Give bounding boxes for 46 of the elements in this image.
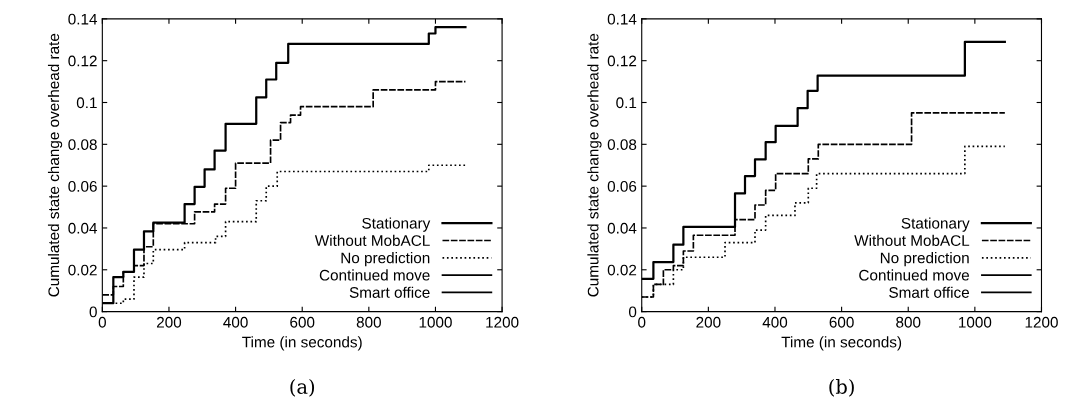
y-tick-label: 0.08 (68, 139, 97, 151)
x-tick-label: 1200 (1025, 316, 1058, 328)
y-tick-label: 0.06 (607, 181, 637, 192)
x-tick-label: 200 (696, 316, 721, 328)
x-tick-label: 600 (290, 316, 315, 328)
y-tick-label: 0.12 (607, 55, 637, 67)
legend-label: No prediction (341, 252, 430, 267)
x-tick-label: 800 (356, 316, 381, 328)
x-tick-label: 600 (829, 316, 854, 328)
legend-label: Without MobACL (314, 234, 430, 246)
legend-label: Without MobACL (854, 234, 970, 246)
y-tick-label: 0.12 (68, 55, 97, 67)
x-tick-label: 1000 (959, 316, 992, 328)
y-tick-label: 0.14 (607, 13, 637, 25)
text: (b) (829, 378, 854, 397)
x-tick-label: 200 (156, 316, 182, 328)
y-tick-label: 0.14 (68, 13, 98, 25)
y-tick-label: 0 (628, 306, 637, 318)
y-axis-title: Cumulated state change overhead rate (47, 33, 63, 297)
y-tick-label: 0.04 (68, 222, 98, 234)
x-tick-label: 0 (98, 316, 106, 328)
x-tick-label: 800 (896, 316, 921, 328)
x-tick-label: 0 (638, 316, 646, 328)
y-tick-label: 0 (89, 306, 97, 318)
x-tick-label: 1000 (419, 316, 452, 328)
y-tick-label: 0.1 (616, 97, 637, 109)
text: (a) (290, 378, 315, 397)
legend-label: No prediction (880, 252, 969, 267)
legend-label: Continued move (859, 269, 970, 281)
y-tick-label: 0.06 (68, 181, 97, 192)
y-tick-label: 0.02 (68, 264, 97, 276)
x-axis-title: Time (in seconds) (242, 336, 362, 351)
y-tick-label: 0.04 (607, 222, 637, 234)
y-tick-label: 0.02 (607, 264, 637, 276)
x-tick-label: 1200 (486, 316, 519, 328)
legend-label: Stationary (362, 217, 431, 232)
legend-label: Smart office (889, 286, 969, 298)
legend-label: Smart office (349, 286, 430, 298)
y-tick-label: 0.08 (607, 139, 637, 151)
y-tick-label: 0.1 (76, 97, 97, 109)
legend-label: Continued move (319, 269, 430, 281)
legend-label: Stationary (901, 217, 970, 232)
x-axis-title: Time (in seconds) (781, 336, 902, 351)
x-tick-label: 400 (762, 316, 788, 328)
x-tick-label: 400 (223, 316, 248, 328)
y-axis-title: Cumulated state change overhead rate (587, 33, 602, 297)
